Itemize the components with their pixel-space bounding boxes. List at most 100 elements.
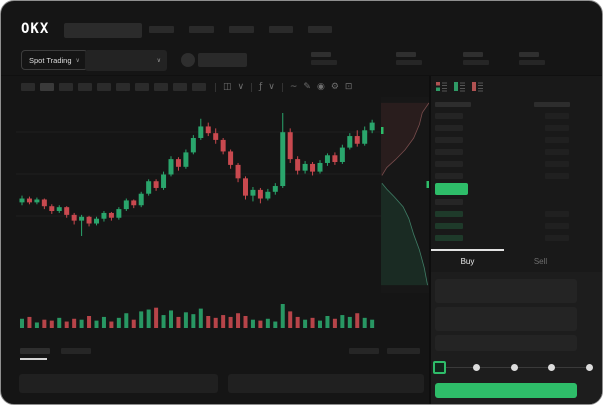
top-nav xyxy=(149,26,332,33)
order-book-ask-amount xyxy=(545,113,569,119)
stat-label-skeleton xyxy=(311,52,331,57)
order-book-bid-row[interactable] xyxy=(435,199,463,205)
order-book-ask-row[interactable] xyxy=(435,137,463,143)
order-book-ask-amount xyxy=(545,137,569,143)
slider-handle[interactable] xyxy=(432,361,446,374)
timeframe-button[interactable] xyxy=(135,83,149,91)
slider-stop[interactable] xyxy=(585,364,593,371)
nav-item[interactable] xyxy=(149,26,174,33)
tab-buy-label: Buy xyxy=(460,257,475,266)
bottom-right-item[interactable] xyxy=(349,348,379,354)
chevron-down-icon: ∨ xyxy=(156,57,161,64)
line-tool-icon[interactable]: ~ xyxy=(289,82,298,92)
order-form-field[interactable] xyxy=(435,335,577,351)
chevron-down-icon[interactable]: ∨ xyxy=(237,82,245,92)
pair-dropdown[interactable]: ∨ xyxy=(85,50,167,71)
timeframe-button[interactable] xyxy=(40,83,54,91)
book-header-price-col xyxy=(435,102,471,107)
timeframe-button[interactable] xyxy=(116,83,130,91)
slider-stop[interactable] xyxy=(548,364,555,371)
tab-sell[interactable]: Sell xyxy=(504,249,577,272)
order-book-ask-row[interactable] xyxy=(435,113,463,119)
ticker-stats xyxy=(311,52,561,70)
fullscreen-icon[interactable]: ⊡ xyxy=(344,82,353,92)
timeframe-button[interactable] xyxy=(173,83,187,91)
depth-chart xyxy=(381,97,429,293)
orders-tab[interactable] xyxy=(20,348,50,354)
timeframe-buttons xyxy=(21,83,206,91)
header-pill-button[interactable] xyxy=(198,53,247,67)
candle-style-icon[interactable]: ◫ xyxy=(223,82,232,92)
timeframe-button[interactable] xyxy=(21,83,35,91)
search-input[interactable] xyxy=(64,23,142,38)
active-tab-underline xyxy=(20,358,47,360)
order-book-ask-row[interactable] xyxy=(435,173,463,179)
timeframe-button[interactable] xyxy=(78,83,92,91)
ticker-stat xyxy=(396,52,422,65)
ticker-stat xyxy=(311,52,337,65)
stat-label-skeleton xyxy=(463,52,483,57)
timeframe-button[interactable] xyxy=(154,83,168,91)
price-chart[interactable] xyxy=(16,96,382,341)
tab-buy[interactable]: Buy xyxy=(431,249,504,272)
toolbar-divider xyxy=(251,82,253,92)
timeframe-button[interactable] xyxy=(59,83,73,91)
order-book-panel: Buy Sell xyxy=(431,76,602,404)
order-form-field[interactable] xyxy=(435,279,577,303)
toolbar-divider xyxy=(281,82,283,92)
slider-stop[interactable] xyxy=(510,364,518,371)
orders-panel xyxy=(228,374,424,393)
order-book-ask-amount xyxy=(545,149,569,155)
order-book-ask-row[interactable] xyxy=(435,161,463,167)
toolbar-icons: ◫ ∨ ƒ ∨ ~ ✎ ◉ ⚙ ⊡ xyxy=(211,81,355,93)
stat-value-skeleton xyxy=(311,60,337,65)
snapshot-icon[interactable]: ◉ xyxy=(316,82,325,92)
trade-tabs: Buy Sell xyxy=(431,249,577,272)
chart-toolbar: ◫ ∨ ƒ ∨ ~ ✎ ◉ ⚙ ⊡ xyxy=(21,81,355,93)
order-book-ask-amount xyxy=(545,161,569,167)
order-book-ask-row[interactable] xyxy=(435,125,463,131)
order-history-tab[interactable] xyxy=(61,348,91,354)
tab-sell-label: Sell xyxy=(533,257,548,266)
draw-icon[interactable]: ✎ xyxy=(303,82,311,92)
order-form-field[interactable] xyxy=(435,307,577,331)
stat-value-skeleton xyxy=(396,60,422,65)
okx-logo[interactable]: OKX xyxy=(21,21,50,37)
order-book-bid-amount xyxy=(545,235,569,241)
order-book-bid-row[interactable] xyxy=(435,223,463,229)
stat-label-skeleton xyxy=(396,52,416,57)
slider-stop[interactable] xyxy=(473,364,480,371)
orderbook-combined-icon[interactable] xyxy=(435,80,448,93)
order-book-ask-row[interactable] xyxy=(435,149,463,155)
toolbar-divider xyxy=(215,82,216,92)
ticker-stat xyxy=(463,52,489,65)
settings-gear-icon[interactable]: ⚙ xyxy=(330,82,339,92)
indicators-icon[interactable]: ƒ xyxy=(259,82,263,92)
chevron-down-icon[interactable]: ∨ xyxy=(268,82,275,92)
book-view-switcher xyxy=(435,80,484,93)
nav-item[interactable] xyxy=(189,26,214,33)
nav-item[interactable] xyxy=(229,26,254,33)
nav-item[interactable] xyxy=(269,26,293,33)
timeframe-button[interactable] xyxy=(192,83,206,91)
chevron-down-icon: ∨ xyxy=(75,56,80,64)
last-price-badge[interactable] xyxy=(435,183,468,195)
timeframe-button[interactable] xyxy=(97,83,111,91)
orderbook-asks-icon[interactable] xyxy=(471,80,484,93)
bottom-right-item[interactable] xyxy=(387,348,420,354)
nav-item[interactable] xyxy=(308,26,332,33)
order-book-bid-row[interactable] xyxy=(435,211,463,217)
stat-value-skeleton xyxy=(519,60,545,65)
buy-submit-button[interactable] xyxy=(435,383,577,398)
order-book-ask-amount xyxy=(545,173,569,179)
orders-panel xyxy=(19,374,218,393)
stat-value-skeleton xyxy=(463,60,489,65)
stat-label-skeleton xyxy=(519,52,539,57)
order-book-bid-row[interactable] xyxy=(435,235,463,241)
header-divider xyxy=(1,75,602,76)
market-type-dropdown[interactable]: Spot Trading ∨ xyxy=(21,50,88,70)
orderbook-bids-icon[interactable] xyxy=(453,80,466,93)
book-header-amount-col xyxy=(534,102,570,107)
panel-divider xyxy=(429,76,431,404)
